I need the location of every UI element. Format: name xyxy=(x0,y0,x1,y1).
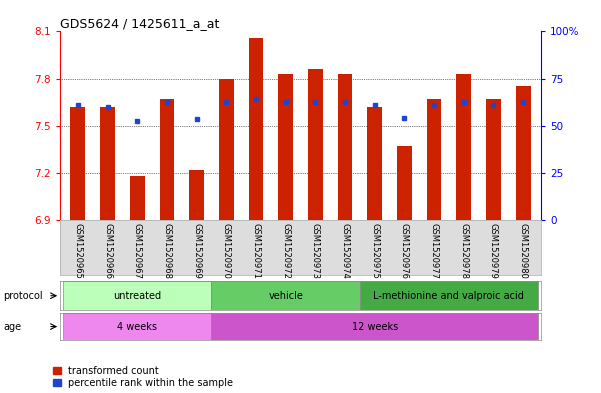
Bar xyxy=(456,74,471,220)
Bar xyxy=(219,79,234,220)
Text: GSM1520976: GSM1520976 xyxy=(400,223,409,279)
Text: age: age xyxy=(3,321,21,332)
Text: GDS5624 / 1425611_a_at: GDS5624 / 1425611_a_at xyxy=(60,17,219,30)
Text: GSM1520970: GSM1520970 xyxy=(222,223,231,279)
Bar xyxy=(367,107,382,220)
Bar xyxy=(212,313,538,340)
Text: L-methionine and valproic acid: L-methionine and valproic acid xyxy=(373,291,524,301)
Text: untreated: untreated xyxy=(113,291,161,301)
Bar xyxy=(308,69,323,220)
Text: GSM1520978: GSM1520978 xyxy=(459,223,468,279)
Text: GSM1520967: GSM1520967 xyxy=(133,223,142,279)
Bar xyxy=(397,146,412,220)
Bar xyxy=(130,176,145,220)
Bar xyxy=(63,313,212,340)
Bar xyxy=(159,99,174,220)
Text: GSM1520980: GSM1520980 xyxy=(519,223,528,279)
Bar xyxy=(338,74,352,220)
Bar xyxy=(100,107,115,220)
Legend: transformed count, percentile rank within the sample: transformed count, percentile rank withi… xyxy=(53,366,234,388)
Bar xyxy=(70,107,85,220)
Text: GSM1520971: GSM1520971 xyxy=(251,223,260,279)
Bar xyxy=(427,99,442,220)
Text: GSM1520979: GSM1520979 xyxy=(489,223,498,279)
Bar xyxy=(278,74,293,220)
Text: 4 weeks: 4 weeks xyxy=(117,321,157,332)
Bar xyxy=(486,99,501,220)
Text: GSM1520968: GSM1520968 xyxy=(162,223,171,279)
Text: GSM1520969: GSM1520969 xyxy=(192,223,201,279)
Text: GSM1520977: GSM1520977 xyxy=(430,223,439,279)
Text: GSM1520973: GSM1520973 xyxy=(311,223,320,279)
Text: GSM1520975: GSM1520975 xyxy=(370,223,379,279)
Bar xyxy=(249,38,263,220)
Text: protocol: protocol xyxy=(3,291,43,301)
Text: GSM1520965: GSM1520965 xyxy=(73,223,82,279)
Bar xyxy=(189,170,204,220)
Text: GSM1520974: GSM1520974 xyxy=(341,223,350,279)
Bar xyxy=(360,281,538,310)
Text: 12 weeks: 12 weeks xyxy=(352,321,398,332)
Bar xyxy=(516,86,531,220)
Text: GSM1520966: GSM1520966 xyxy=(103,223,112,279)
Bar xyxy=(212,281,360,310)
Text: GSM1520972: GSM1520972 xyxy=(281,223,290,279)
Bar xyxy=(63,281,212,310)
Text: vehicle: vehicle xyxy=(268,291,303,301)
